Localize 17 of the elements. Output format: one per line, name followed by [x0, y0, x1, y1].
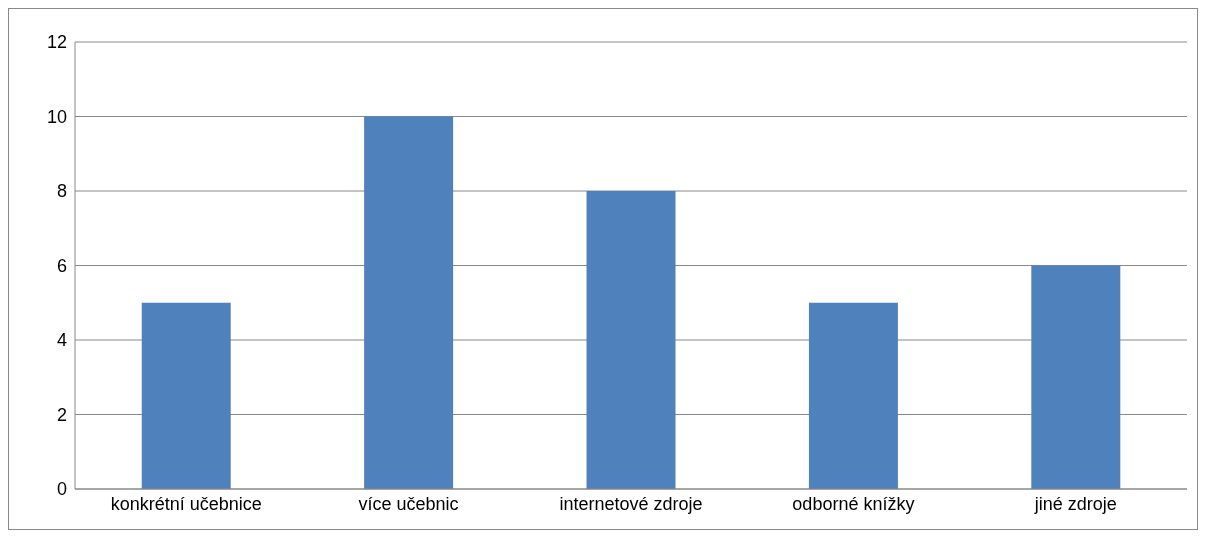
- x-tick-label: jiné zdroje: [1033, 493, 1117, 514]
- bar: [364, 116, 454, 489]
- bar: [1031, 265, 1121, 489]
- y-tick-label: 8: [56, 181, 67, 202]
- y-tick-label: 0: [56, 479, 67, 500]
- y-tick-label: 12: [46, 32, 67, 53]
- y-tick-label: 10: [46, 106, 67, 127]
- bar: [141, 302, 231, 489]
- bar: [808, 302, 898, 489]
- bar: [586, 191, 676, 489]
- x-tick-label: odborné knížky: [792, 493, 915, 514]
- x-tick-label: více učebnic: [358, 493, 459, 514]
- y-tick-label: 4: [56, 330, 67, 351]
- x-tick-label: internetové zdroje: [559, 493, 703, 514]
- y-tick-label: 6: [56, 255, 67, 276]
- y-tick-label: 2: [56, 404, 67, 425]
- x-tick-label: konkrétní učebnice: [110, 493, 262, 514]
